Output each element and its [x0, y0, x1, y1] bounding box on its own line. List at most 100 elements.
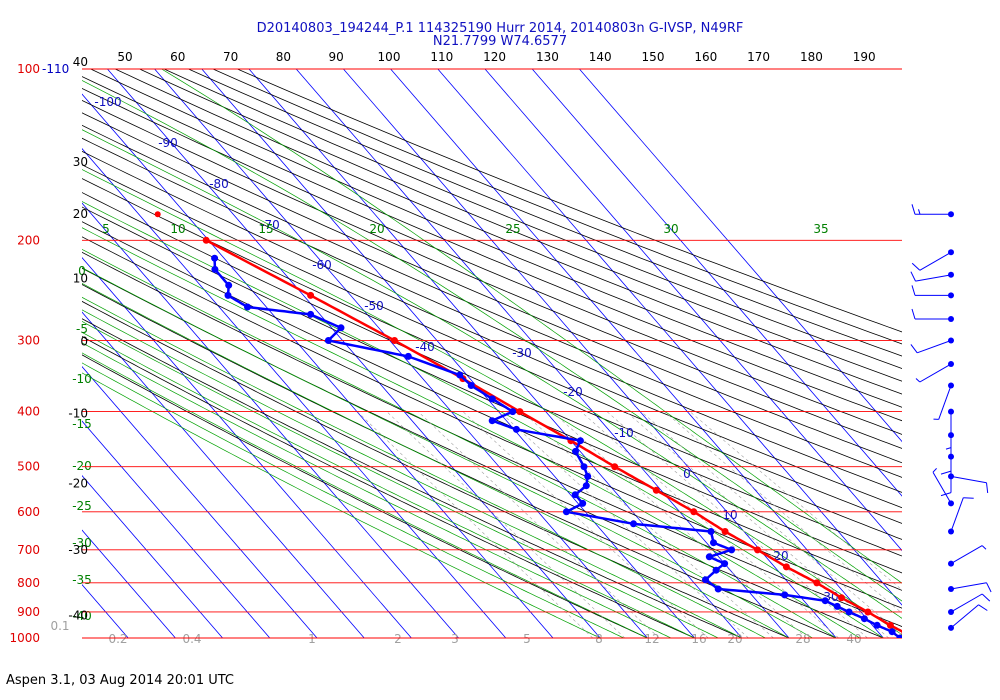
dewpoint-point [710, 539, 717, 547]
isotherm-line [82, 366, 318, 638]
wind-barb-staff [915, 274, 952, 282]
dewpoint-point [324, 337, 332, 344]
theta-tick-label: 100 [378, 50, 401, 64]
dewpoint-point [702, 576, 709, 584]
theta-tick-label: 90 [329, 50, 344, 64]
wind-barb [948, 497, 974, 535]
wind-barb-half-flag [981, 545, 987, 550]
isotherm-line [82, 257, 412, 638]
wind-barb-station [948, 624, 954, 631]
temperature-point [754, 546, 761, 554]
dewpoint-point [562, 508, 570, 516]
isotherm-label: -20 [563, 385, 583, 399]
dry-adiabat-line [82, 112, 902, 464]
pressure-tick-label: 500 [17, 460, 40, 474]
moist-adiabat-label: 30 [663, 222, 678, 236]
theta-tick-label: 130 [536, 50, 559, 64]
dry-adiabat-line [82, 354, 649, 638]
chart-title: D20140803_194244_P.1 114325190 Hurr 2014… [257, 21, 744, 36]
isotherm-line [531, 69, 902, 497]
moist-adiabat-label: 35 [813, 222, 828, 236]
wind-barb-staff [950, 545, 983, 565]
wind-barb-station [948, 560, 954, 567]
wind-barb [910, 271, 954, 282]
isobars [82, 68, 902, 639]
height-tick-label: -20 [68, 476, 88, 490]
moist-adiabat-line [82, 372, 601, 638]
temperature-point [516, 408, 524, 416]
moist-adiabat-label: -40 [72, 609, 92, 623]
temperature-point [813, 579, 821, 587]
dewpoint-point [873, 621, 881, 629]
moist-adiabat-label: -30 [72, 536, 92, 550]
isotherm-line [82, 529, 176, 638]
theta-tick-label: 190 [853, 50, 876, 64]
moist-adiabat-line [82, 227, 860, 638]
wind-barb-flag [911, 262, 921, 271]
dewpoint-point [509, 408, 517, 416]
dry-adiabat-line [163, 69, 902, 369]
isotherm-label: 20 [773, 549, 788, 563]
dewpoint-point [705, 553, 713, 561]
isotherm-line [390, 69, 884, 638]
theta-tick-label: 50 [117, 50, 132, 64]
dewpoint-point [714, 585, 722, 593]
wind-barb-station [948, 453, 954, 460]
wind-barb [948, 473, 989, 494]
dewpoint-point [211, 265, 219, 273]
isotherm-label: -100 [94, 95, 121, 109]
dewpoint-point [728, 546, 736, 554]
dewpoint-point [896, 634, 902, 638]
dewpoint-point [512, 425, 520, 433]
dry-adiabat-line [82, 251, 902, 627]
wind-barb-flag [963, 497, 974, 499]
moist-adiabat-label: -25 [72, 499, 92, 513]
mixing-ratio-line [386, 411, 626, 638]
wind-barb-station [948, 609, 954, 615]
dewpoint-point [781, 591, 789, 599]
dry-adiabat-line [82, 221, 902, 591]
dry-adiabat-line [82, 164, 902, 524]
wind-barb-station [948, 432, 954, 439]
dry-adiabat-line [82, 124, 902, 478]
pressure-tick-label: 700 [17, 543, 40, 557]
wind-barbs [910, 204, 992, 631]
wind-barb-half-flag [945, 447, 952, 450]
wind-barb [911, 249, 954, 271]
theta-tick-label: 180 [800, 50, 823, 64]
isotherm-label: 0 [683, 467, 691, 481]
wind-barb-flag [981, 593, 991, 602]
mixing-ratio-label: 0.4 [182, 632, 201, 646]
dewpoint-point [404, 352, 412, 360]
wind-barb-staff [919, 251, 952, 271]
mixing-ratio-label: 16 [691, 632, 706, 646]
dewpoint-point [579, 499, 587, 507]
wind-barb-flag [986, 582, 992, 593]
dry-adiabat-line [82, 99, 902, 449]
wind-barb-station [948, 361, 954, 367]
isotherm-label: -40 [415, 340, 435, 354]
wind-barb [911, 308, 954, 322]
wind-barb-station [948, 211, 954, 218]
moist-adiabat-label: -20 [72, 459, 92, 473]
dewpoint-point [888, 628, 896, 636]
wind-barb-staff [938, 385, 952, 420]
isotherm-line [154, 69, 648, 638]
height-tick-label: 10 [73, 271, 88, 285]
temperature-point [690, 508, 698, 516]
isotherm-line [484, 69, 902, 552]
wind-barb-station [948, 271, 954, 278]
dewpoint-point [456, 371, 464, 379]
temperature-point [838, 594, 845, 602]
dewpoint-point [845, 608, 853, 616]
isotherm-label: -70 [260, 218, 280, 232]
mixing-ratio-label: 2 [394, 632, 402, 646]
moist-adiabat-label: 5 [102, 222, 110, 236]
dewpoint-point [582, 482, 590, 490]
temperature-point [611, 463, 619, 471]
theta-tick-label: 60 [170, 50, 185, 64]
moist-adiabat-line [82, 282, 790, 638]
dry-adiabat-line [82, 178, 902, 540]
wind-barb-station [948, 337, 954, 344]
isotherm-label: 10 [722, 508, 737, 522]
